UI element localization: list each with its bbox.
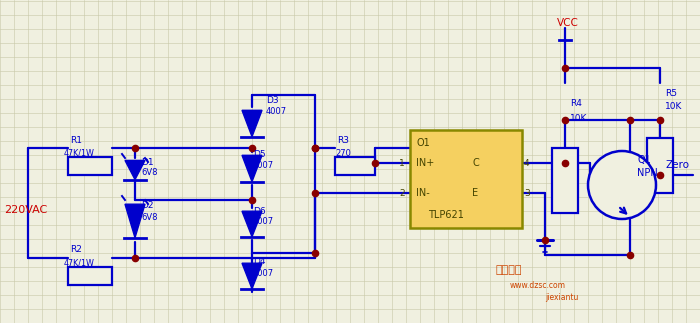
Text: D3: D3 xyxy=(266,96,279,105)
Text: www.dzsc.com: www.dzsc.com xyxy=(510,280,566,289)
Text: C: C xyxy=(472,158,479,168)
Text: jiexiantu: jiexiantu xyxy=(545,294,578,303)
Text: TLP621: TLP621 xyxy=(428,210,464,220)
Text: D2: D2 xyxy=(141,202,153,211)
Text: 270: 270 xyxy=(335,149,351,158)
Text: D1: D1 xyxy=(141,158,153,166)
Text: 维库一下: 维库一下 xyxy=(495,265,522,275)
Text: 4007: 4007 xyxy=(253,268,274,277)
Text: VCC: VCC xyxy=(557,18,579,28)
Text: O1: O1 xyxy=(416,138,430,148)
Text: E: E xyxy=(472,188,478,198)
Text: R3: R3 xyxy=(337,136,349,144)
Polygon shape xyxy=(242,263,262,289)
Bar xyxy=(335,157,375,175)
Polygon shape xyxy=(242,211,262,237)
Text: D5: D5 xyxy=(253,150,265,159)
Text: 2: 2 xyxy=(400,189,405,197)
Text: D6: D6 xyxy=(253,207,265,216)
Text: 4: 4 xyxy=(524,159,530,168)
Text: IN-: IN- xyxy=(416,188,430,198)
Text: 10K: 10K xyxy=(665,101,682,110)
Text: R2: R2 xyxy=(70,245,82,255)
Text: D4: D4 xyxy=(253,257,265,266)
Polygon shape xyxy=(242,110,262,137)
Text: 6V8: 6V8 xyxy=(141,168,158,176)
Text: Q1: Q1 xyxy=(637,155,651,165)
Circle shape xyxy=(588,151,656,219)
Text: 220VAC: 220VAC xyxy=(4,205,48,215)
Text: 10K: 10K xyxy=(570,113,587,122)
Polygon shape xyxy=(125,161,145,180)
Bar xyxy=(410,130,522,228)
Text: 47K/1W: 47K/1W xyxy=(64,258,95,267)
Text: 1: 1 xyxy=(399,159,405,168)
Text: 4007: 4007 xyxy=(253,161,274,170)
Text: NPN: NPN xyxy=(637,168,658,178)
Bar xyxy=(68,267,112,285)
Text: R4: R4 xyxy=(570,99,582,108)
Text: 47K/1W: 47K/1W xyxy=(64,149,95,158)
Polygon shape xyxy=(242,155,262,182)
Text: R1: R1 xyxy=(70,136,82,144)
Text: 4007: 4007 xyxy=(266,107,287,116)
Text: 4007: 4007 xyxy=(253,217,274,226)
Text: 3: 3 xyxy=(524,189,530,197)
Text: Zero: Zero xyxy=(666,160,690,170)
Polygon shape xyxy=(125,204,145,238)
Bar xyxy=(647,138,673,193)
Bar xyxy=(68,157,112,175)
Text: IN+: IN+ xyxy=(416,158,434,168)
Bar xyxy=(552,148,578,213)
Text: R5: R5 xyxy=(665,89,677,98)
Text: 6V8: 6V8 xyxy=(141,214,158,223)
